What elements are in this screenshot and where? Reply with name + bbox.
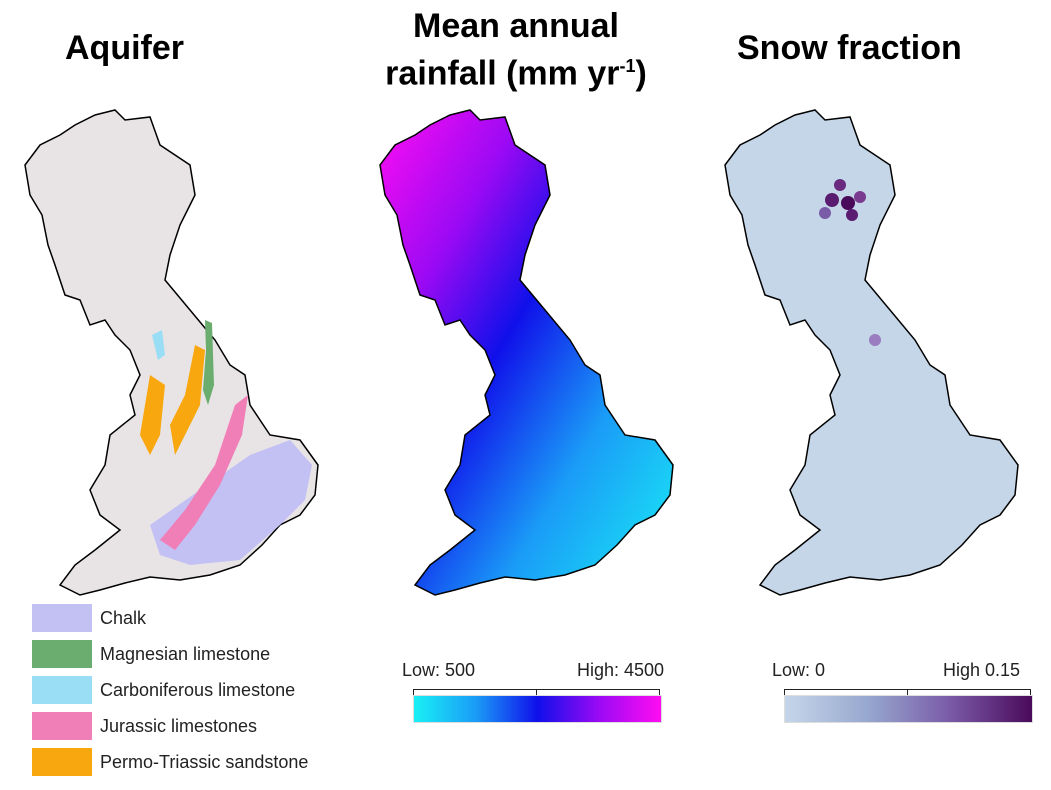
rainfall-title-text: rainfall (mm yr [385, 54, 620, 93]
legend-label: Permo-Triassic sandstone [100, 751, 309, 772]
rainfall-land [379, 109, 674, 596]
snow-scale-tick [907, 689, 908, 698]
snow-point [846, 209, 858, 221]
rainfall-title-end: ) [635, 54, 647, 93]
rainfall-title-line2: rainfall (mm yr-1) [366, 46, 666, 93]
legend-item-jurassic: Jurassic limestones [32, 711, 257, 741]
aquifer-jurassic [160, 395, 248, 550]
legend-swatch [32, 676, 92, 704]
legend-swatch [32, 604, 92, 632]
rainfall-title-sup: -1 [619, 56, 636, 76]
snow-point [825, 193, 839, 207]
snow-scale-tick [1030, 689, 1031, 698]
legend-swatch [32, 712, 92, 740]
snow-point [841, 196, 855, 210]
snow-point [834, 179, 846, 191]
aquifer-carboniferous [152, 330, 165, 360]
aquifer-chalk [150, 440, 312, 565]
legend-label: Jurassic limestones [100, 715, 258, 736]
snow-point [819, 207, 831, 219]
rainfall-title-line1: Mean annual [413, 7, 619, 45]
aquifer-legend: Chalk Magnesian limestone Carboniferous … [0, 595, 360, 785]
rainfall-map [379, 109, 674, 596]
legend-label: Carboniferous limestone [100, 679, 296, 700]
snow-scale-high: High 0.15 [943, 660, 1021, 680]
snow-map [724, 109, 1019, 596]
legend-label: Magnesian limestone [100, 643, 271, 664]
rainfall-scale-low: Low: 500 [402, 660, 476, 680]
aquifer-permo-triassic-2 [140, 375, 165, 455]
legend-swatch [32, 640, 92, 668]
snow-color-bar [784, 695, 1033, 723]
snow-point [854, 191, 866, 203]
aquifer-permo-triassic [170, 345, 205, 455]
snow-point [869, 334, 881, 346]
legend-item-chalk: Chalk [32, 603, 146, 633]
legend-swatch [32, 748, 92, 776]
snow-scale-tick [784, 689, 785, 698]
snow-land [724, 109, 1019, 596]
rainfall-scale-tick [659, 689, 660, 698]
snow-title: Snow fraction [737, 29, 962, 67]
aquifer-magnesian [203, 320, 214, 405]
rainfall-scale-tick [536, 689, 537, 698]
rainfall-scale-tick [413, 689, 414, 698]
legend-label: Chalk [100, 607, 147, 628]
snow-highlight-points [819, 179, 881, 346]
legend-item-permo-triassic: Permo-Triassic sandstone [32, 747, 308, 777]
snow-scale-low: Low: 0 [772, 660, 826, 680]
rainfall-title: Mean annual rainfall (mm yr-1) [366, 6, 666, 93]
rainfall-scale-high: High: 4500 [577, 660, 665, 680]
aquifer-title: Aquifer [65, 29, 184, 67]
legend-item-carboniferous: Carboniferous limestone [32, 675, 295, 705]
aquifer-map [24, 109, 319, 596]
rainfall-color-bar [413, 695, 662, 723]
legend-item-magnesian: Magnesian limestone [32, 639, 270, 669]
